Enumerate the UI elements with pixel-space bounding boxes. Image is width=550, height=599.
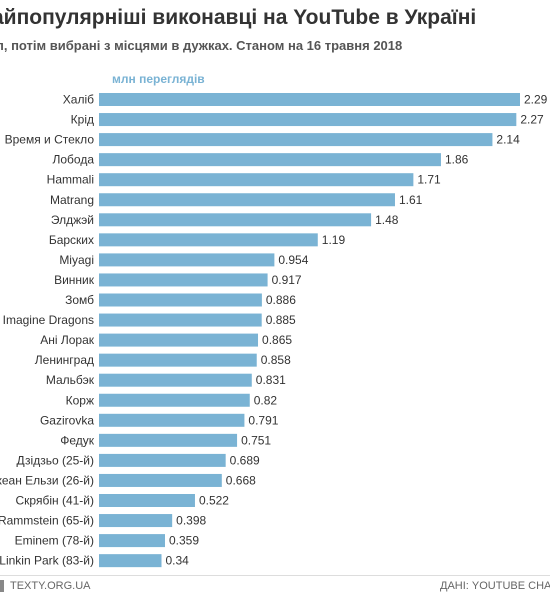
category-label: Linkin Park (83-й) [0, 554, 94, 568]
category-label: Ані Лорак [40, 333, 95, 347]
value-label: 1.71 [417, 173, 441, 187]
category-label: Крід [71, 113, 94, 127]
bar-chart: Халіб 2.29 Крід 2.27 Время и Стекло 2.14 Лобод… [0, 93, 548, 568]
bar [99, 514, 173, 528]
footer-divider [0, 575, 550, 576]
chart-subtitle: п, потім вибрані з місцями в дужках. Ста… [0, 38, 403, 53]
bar [99, 253, 275, 267]
value-label: 1.48 [375, 213, 399, 227]
bar [99, 113, 517, 127]
bar [99, 353, 257, 367]
bar [99, 173, 414, 187]
bar [99, 494, 195, 507]
category-label: Miyagi [59, 253, 94, 267]
bar [99, 233, 318, 247]
value-label: 1.86 [445, 153, 469, 167]
value-label: 0.886 [266, 293, 296, 307]
unit-label: млн переглядів [112, 72, 205, 86]
footer-source-right: ДАНІ: YOUTUBE CHART [440, 580, 550, 592]
category-label: Imagine Dragons [3, 313, 94, 327]
category-label: Федук [60, 433, 95, 447]
value-label: 0.398 [176, 514, 206, 528]
category-label: Rammstein (65-й) [0, 514, 94, 528]
bar [99, 413, 245, 427]
value-label: 0.954 [278, 253, 308, 267]
bar [99, 453, 226, 467]
value-label: 0.359 [169, 534, 199, 548]
value-label: 0.885 [266, 313, 296, 327]
value-label: 2.29 [524, 93, 548, 107]
value-label: 2.14 [496, 133, 520, 147]
bar [99, 473, 222, 487]
category-label: Корж [66, 393, 94, 407]
category-label: Gazirovka [40, 413, 94, 427]
chart-title: айпопулярніші виконавці на YouTube в Укр… [0, 6, 477, 29]
bar [99, 373, 252, 387]
category-label: Халіб [63, 93, 94, 107]
bar [99, 133, 493, 147]
bar [99, 313, 262, 327]
value-label: 0.34 [166, 554, 190, 568]
bar [99, 433, 238, 447]
category-label: Барских [49, 233, 94, 247]
category-label: Hammali [47, 173, 94, 187]
bar [99, 213, 372, 227]
value-label: 0.865 [262, 333, 292, 347]
bar [99, 534, 165, 548]
value-label: 1.61 [399, 193, 423, 207]
category-label: Океан Ельзи (26-й) [0, 473, 94, 487]
category-label: Мальбэк [46, 373, 95, 387]
category-label: Matrang [50, 193, 94, 207]
footer-marker [0, 580, 4, 592]
category-label: Лобода [52, 153, 94, 167]
bar [99, 393, 250, 407]
value-label: 0.668 [226, 473, 256, 487]
value-label: 0.751 [241, 433, 271, 447]
bar [99, 333, 259, 347]
bar [99, 273, 268, 287]
value-label: 0.858 [261, 353, 291, 367]
category-label: Eminem (78-й) [15, 534, 94, 548]
bar [99, 193, 395, 207]
category-label: Скрябін (41-й) [16, 494, 95, 508]
bar [99, 293, 262, 307]
value-label: 1.19 [322, 233, 346, 247]
value-label: 2.27 [520, 113, 544, 127]
bar [99, 153, 441, 167]
category-label: Зомб [65, 293, 94, 307]
footer-source-left[interactable]: TEXTY.ORG.UA [10, 580, 91, 592]
category-label: Элджэй [51, 213, 94, 227]
category-label: Дзідзьо (25-й) [17, 453, 95, 467]
category-label: Ленинград [35, 353, 94, 367]
category-label: Время и Стекло [5, 133, 95, 147]
value-label: 0.689 [230, 453, 260, 467]
value-label: 0.82 [254, 393, 278, 407]
bar [99, 93, 520, 106]
value-label: 0.522 [199, 494, 229, 508]
bar [99, 554, 162, 568]
category-label: Винник [54, 273, 95, 287]
value-label: 0.917 [272, 273, 302, 287]
value-label: 0.791 [248, 413, 278, 427]
value-label: 0.831 [256, 373, 286, 387]
